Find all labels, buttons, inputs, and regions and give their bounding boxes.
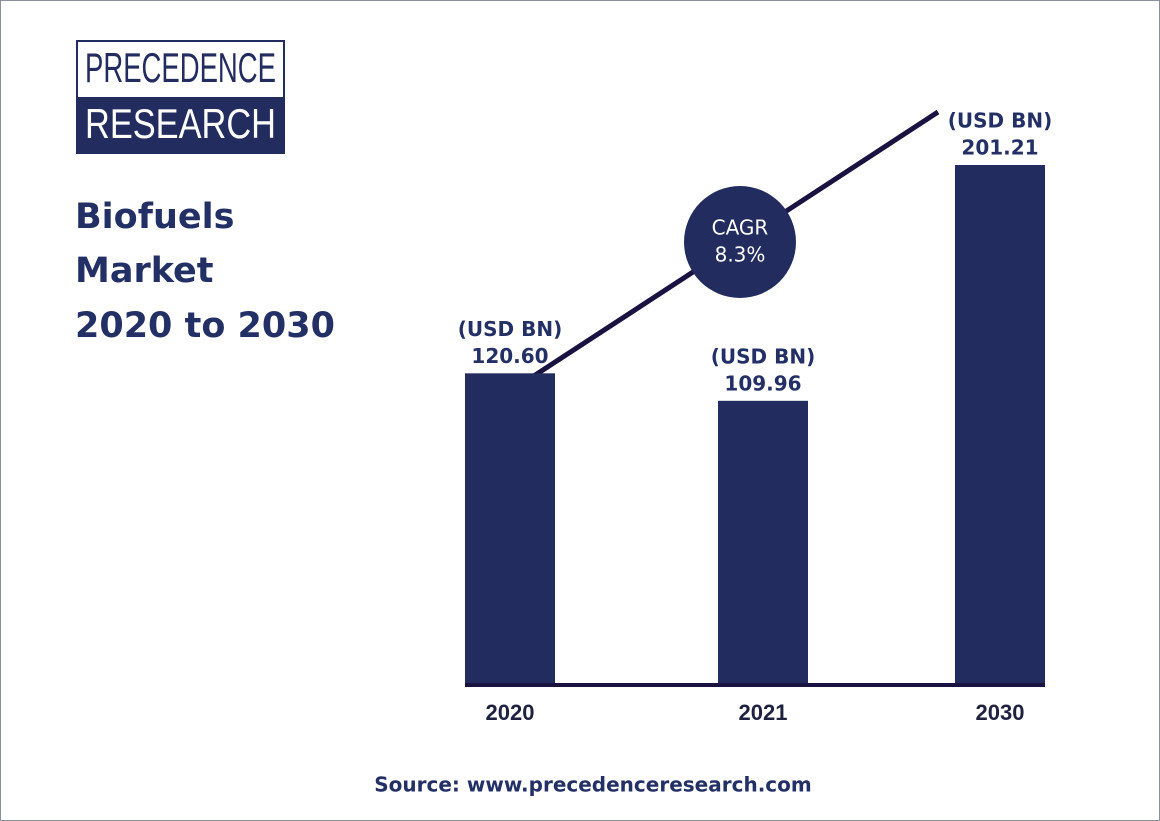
bar [718,400,808,685]
x-tick-label: 2021 [739,700,788,725]
chart-title: Market [75,251,214,291]
logo-band [77,97,284,153]
value-label: 109.96 [724,371,801,395]
cagr-badge [684,186,796,298]
logo-line: PRECEDENCE [85,44,276,91]
unit-label: (USD BN) [948,109,1052,133]
chart-title: Biofuels [75,197,234,237]
logo-line: RESEARCH [85,100,276,147]
value-label: 120.60 [471,344,548,368]
source: Source: www.precedenceresearch.com [374,773,811,797]
chart-title: 2020 to 2030 [75,306,335,346]
x-tick-label: 2030 [976,700,1025,725]
bar [955,165,1045,685]
value-label: 201.21 [961,136,1038,160]
unit-label: (USD BN) [711,344,815,368]
unit-label: (USD BN) [458,317,562,341]
bar [465,373,555,685]
logo: PRECEDENCE RESEARCH [76,40,285,154]
cagr-label: CAGR [712,216,769,240]
cagr-value: 8.3% [715,243,766,267]
x-tick-label: 2020 [486,700,535,725]
